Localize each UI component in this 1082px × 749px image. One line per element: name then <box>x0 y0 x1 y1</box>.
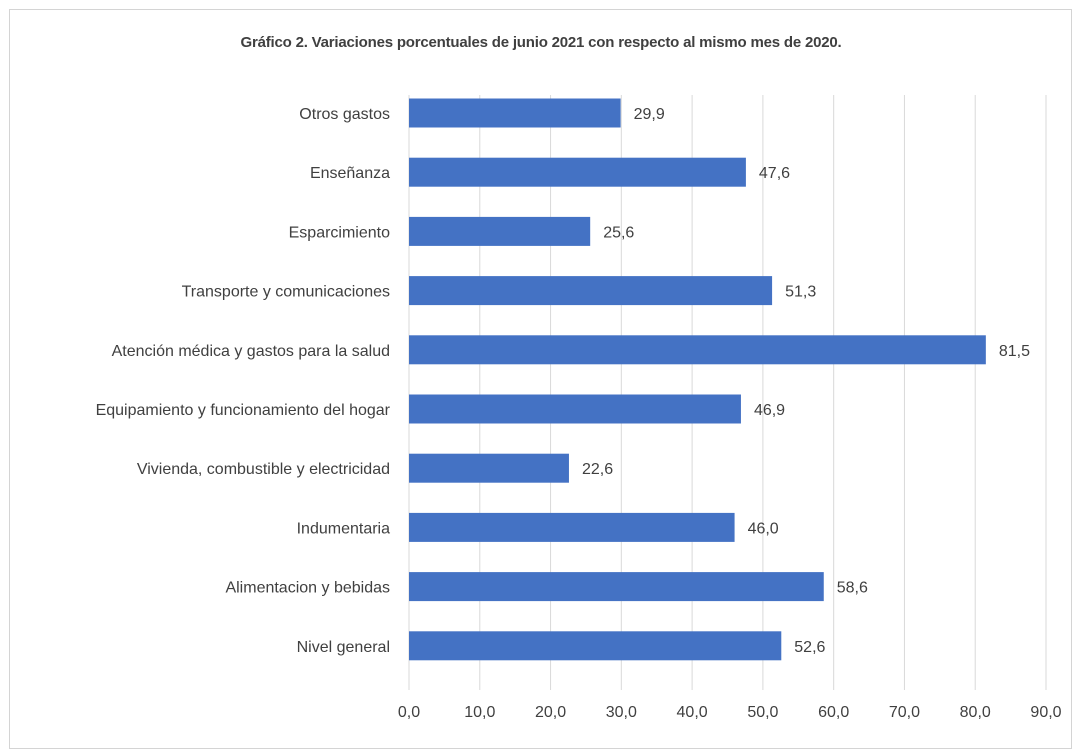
data-label: 46,0 <box>748 520 779 537</box>
bar <box>409 98 621 128</box>
chart-title: Gráfico 2. Variaciones porcentuales de j… <box>240 34 842 51</box>
data-label: 22,6 <box>582 461 613 478</box>
bar <box>409 512 735 542</box>
x-tick-label: 20,0 <box>535 704 566 721</box>
x-tick-label: 90,0 <box>1030 704 1061 721</box>
x-tick-label: 40,0 <box>677 704 708 721</box>
category-label: Equipamiento y funcionamiento del hogar <box>96 402 391 419</box>
category-label: Esparcimiento <box>289 224 390 241</box>
x-tick-label: 70,0 <box>889 704 920 721</box>
data-label: 81,5 <box>999 343 1030 360</box>
bar <box>409 216 591 246</box>
category-label: Transporte y comunicaciones <box>182 284 390 301</box>
x-tick-label: 50,0 <box>747 704 778 721</box>
bar <box>409 631 782 661</box>
bar <box>409 335 986 365</box>
x-tick-label: 0,0 <box>398 704 420 721</box>
bar-chart: 0,0 10,0 20,0 30,0 40,0 50,0 60,0 70,0 80,0 90,0 O… <box>96 95 1062 721</box>
x-tick-label: 60,0 <box>818 704 849 721</box>
chart-frame <box>9 9 1072 749</box>
bar <box>409 276 773 306</box>
data-label: 25,6 <box>603 224 634 241</box>
data-label: 58,6 <box>837 580 868 597</box>
data-label: 51,3 <box>785 284 816 301</box>
bar <box>409 394 741 424</box>
bar <box>409 157 746 187</box>
category-label: Enseñanza <box>310 165 390 182</box>
category-label: Atención médica y gastos para la salud <box>112 343 390 360</box>
bar <box>409 572 824 602</box>
category-label: Indumentaria <box>297 520 390 537</box>
data-label: 52,6 <box>794 639 825 656</box>
x-tick-label: 10,0 <box>464 704 495 721</box>
x-tick-label: 30,0 <box>606 704 637 721</box>
data-label: 29,9 <box>634 106 665 123</box>
data-label: 46,9 <box>754 402 785 419</box>
category-label: Alimentacion y bebidas <box>225 580 390 597</box>
category-label: Otros gastos <box>299 106 390 123</box>
bar <box>409 453 569 483</box>
x-tick-label: 80,0 <box>960 704 991 721</box>
category-label: Vivienda, combustible y electricidad <box>137 461 390 478</box>
category-label: Nivel general <box>297 639 390 656</box>
data-label: 47,6 <box>759 165 790 182</box>
